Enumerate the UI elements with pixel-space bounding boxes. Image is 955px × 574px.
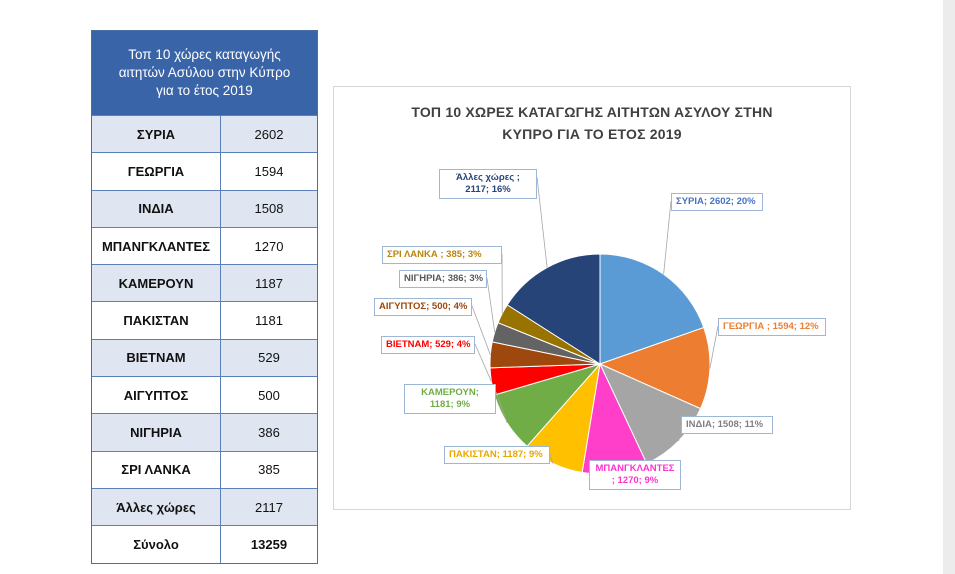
pie-data-label: ΝΙΓΗΡΙΑ; 386; 3%	[399, 270, 487, 288]
leader-line	[663, 200, 672, 275]
table-body: ΣΥΡΙΑ 2602 ΓΕΩΡΓΙΑ 1594 ΙΝΔΙΑ 1508 ΜΠΑΝΓΚΛΑΝΤΕ…	[92, 114, 317, 563]
table-row: ΣΥΡΙΑ 2602	[92, 114, 317, 153]
pie-data-label: ΜΠΑΝΓΚΛΑΝΤΕΣ ; 1270; 9%	[589, 460, 681, 490]
country-cell: ΜΠΑΝΓΚΛΑΝΤΕΣ	[92, 226, 221, 265]
chart-title-line2: ΚΥΠΡΟ ΓΙΑ ΤΟ ΕΤΟΣ 2019	[502, 126, 682, 142]
table-row: Άλλες χώρες 2117	[92, 487, 317, 526]
table-row: ΚΑΜΕΡΟΥΝ 1187	[92, 264, 317, 302]
value-cell: 1594	[220, 152, 317, 191]
table-row: ΝΙΓΗΡΙΑ 386	[92, 413, 317, 452]
pie-data-label: Άλλες χώρες ; 2117; 16%	[439, 169, 537, 199]
asylum-table: Τοπ 10 χώρες καταγωγής αιτητών Ασύλου στ…	[91, 30, 318, 564]
value-cell: 1270	[220, 226, 317, 265]
total-label: Σύνολο	[92, 525, 221, 563]
right-edge-panel	[943, 0, 955, 574]
table-header-line2: αιτητών Ασύλου στην Κύπρο	[118, 65, 291, 80]
value-cell: 385	[220, 450, 317, 489]
value-cell: 1187	[220, 264, 317, 302]
leader-line	[549, 453, 554, 464]
pie-data-label: ΙΝΔΙΑ; 1508; 11%	[681, 416, 773, 434]
table-header-line1: Τοπ 10 χώρες καταγωγής	[128, 47, 281, 62]
table-header: Τοπ 10 χώρες καταγωγής αιτητών Ασύλου στ…	[92, 31, 317, 115]
country-cell: ΣΡΙ ΛΑΝΚΑ	[92, 450, 221, 489]
country-cell: ΠΑΚΙΣΤΑΝ	[92, 301, 221, 340]
value-cell: 500	[220, 376, 317, 414]
table-header-line3: για το έτος 2019	[156, 83, 253, 98]
table-row: ΜΠΑΝΓΚΛΑΝΤΕΣ 1270	[92, 226, 317, 265]
table-row: ΙΝΔΙΑ 1508	[92, 189, 317, 228]
total-row: Σύνολο 13259	[92, 525, 317, 563]
pie-data-label: ΒΙΕΤΝΑΜ; 529; 4%	[381, 336, 475, 354]
country-cell: ΒΙΕΤΝΑΜ	[92, 338, 221, 377]
total-value: 13259	[220, 525, 317, 563]
country-cell: ΓΕΩΡΓΙΑ	[92, 152, 221, 191]
chart-title-line1: ΤΟΠ 10 ΧΩΡΕΣ ΚΑΤΑΓΩΓΗΣ ΑΙΤΗΤΩΝ ΑΣΥΛΟΥ ΣΤ…	[411, 104, 773, 120]
table-row: ΠΑΚΙΣΤΑΝ 1181	[92, 301, 317, 340]
leader-line	[474, 343, 492, 382]
pie-data-label: ΣΥΡΙΑ; 2602; 20%	[671, 193, 763, 211]
pie-chart-panel: ΤΟΠ 10 ΧΩΡΕΣ ΚΑΤΑΓΩΓΗΣ ΑΙΤΗΤΩΝ ΑΣΥΛΟΥ ΣΤ…	[333, 86, 851, 510]
pie-data-label: ΓΕΩΡΓΙΑ ; 1594; 12%	[718, 318, 826, 336]
chart-title: ΤΟΠ 10 ΧΩΡΕΣ ΚΑΤΑΓΩΓΗΣ ΑΙΤΗΤΩΝ ΑΣΥΛΟΥ ΣΤ…	[334, 101, 850, 145]
table-row: ΒΙΕΤΝΑΜ 529	[92, 338, 317, 377]
value-cell: 2117	[220, 487, 317, 526]
pie-data-label: ΑΙΓΥΠΤΟΣ; 500; 4%	[374, 298, 472, 316]
value-cell: 529	[220, 338, 317, 377]
leader-line	[495, 391, 508, 424]
country-cell: Άλλες χώρες	[92, 487, 221, 526]
leader-line	[536, 176, 548, 268]
value-cell: 2602	[220, 114, 317, 153]
value-cell: 1508	[220, 189, 317, 228]
leader-line	[678, 423, 682, 442]
country-cell: ΣΥΡΙΑ	[92, 114, 221, 153]
table-row: ΣΡΙ ΛΑΝΚΑ 385	[92, 450, 317, 489]
table-row: ΓΕΩΡΓΙΑ 1594	[92, 152, 317, 191]
pie-chart	[471, 176, 719, 475]
value-cell: 386	[220, 413, 317, 452]
pie-slice	[506, 253, 601, 365]
pie-data-label: ΠΑΚΙΣΤΑΝ; 1187; 9%	[444, 446, 550, 464]
country-cell: ΑΙΓΥΠΤΟΣ	[92, 376, 221, 414]
country-cell: ΚΑΜΕΡΟΥΝ	[92, 264, 221, 302]
table-row: ΑΙΓΥΠΤΟΣ 500	[92, 376, 317, 414]
leader-line	[486, 277, 496, 333]
country-cell: ΝΙΓΗΡΙΑ	[92, 413, 221, 452]
value-cell: 1181	[220, 301, 317, 340]
pie-data-label: ΣΡΙ ΛΑΝΚΑ ; 385; 3%	[382, 246, 502, 264]
country-cell: ΙΝΔΙΑ	[92, 189, 221, 228]
pie-data-label: ΚΑΜΕΡΟΥΝ; 1181; 9%	[404, 384, 496, 414]
leader-line	[471, 305, 491, 355]
leader-line	[709, 325, 719, 369]
